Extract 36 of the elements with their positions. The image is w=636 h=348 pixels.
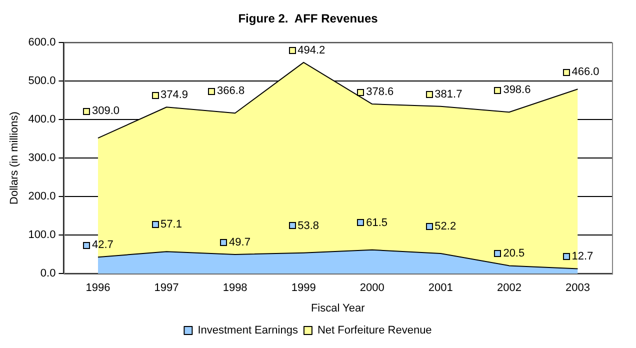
x-tick-label: 2000 bbox=[360, 282, 384, 294]
data-label: 374.9 bbox=[160, 89, 188, 102]
x-tick-label: 1999 bbox=[291, 282, 316, 294]
data-label: 398.6 bbox=[503, 84, 531, 96]
y-tick-label: 200.0 bbox=[28, 190, 56, 203]
y-tick-label: 500.0 bbox=[28, 74, 56, 87]
data-label: 57.1 bbox=[160, 218, 182, 231]
legend-label: Net Forfeiture Revenue bbox=[317, 324, 432, 337]
data-label: 20.5 bbox=[503, 248, 525, 260]
x-tick-label: 1997 bbox=[154, 282, 179, 294]
y-tick-label: 100.0 bbox=[28, 229, 56, 242]
data-label: 494.2 bbox=[298, 44, 326, 56]
chart-title: Figure 2. AFF Revenues bbox=[238, 12, 378, 26]
data-label: 378.6 bbox=[366, 86, 394, 98]
x-tick-label: 1998 bbox=[222, 282, 248, 294]
data-label: 53.8 bbox=[298, 220, 320, 232]
data-label: 61.5 bbox=[366, 216, 388, 229]
y-axis-title: Dollars (in millions) bbox=[8, 112, 21, 204]
data-label: 366.8 bbox=[217, 85, 245, 98]
legend-label: Investment Earnings bbox=[198, 324, 298, 337]
y-tick-label: 300.0 bbox=[28, 152, 56, 164]
data-label: 381.7 bbox=[434, 88, 462, 100]
x-tick-label: 1996 bbox=[86, 282, 110, 294]
data-label: 466.0 bbox=[572, 66, 600, 78]
y-tick-label: 600.0 bbox=[28, 36, 56, 48]
data-label: 309.0 bbox=[92, 105, 120, 118]
data-label: 52.2 bbox=[434, 220, 456, 233]
x-tick-label: 2003 bbox=[565, 282, 590, 294]
data-label: 49.7 bbox=[229, 236, 250, 248]
x-axis-title: Fiscal Year bbox=[310, 302, 366, 314]
data-label: 12.7 bbox=[572, 250, 594, 263]
x-tick-label: 2001 bbox=[428, 282, 453, 294]
x-tick-label: 2002 bbox=[496, 282, 522, 294]
y-tick-label: 400.0 bbox=[28, 114, 56, 126]
data-label: 42.7 bbox=[92, 239, 114, 252]
y-tick-label: 0.0 bbox=[40, 268, 56, 280]
